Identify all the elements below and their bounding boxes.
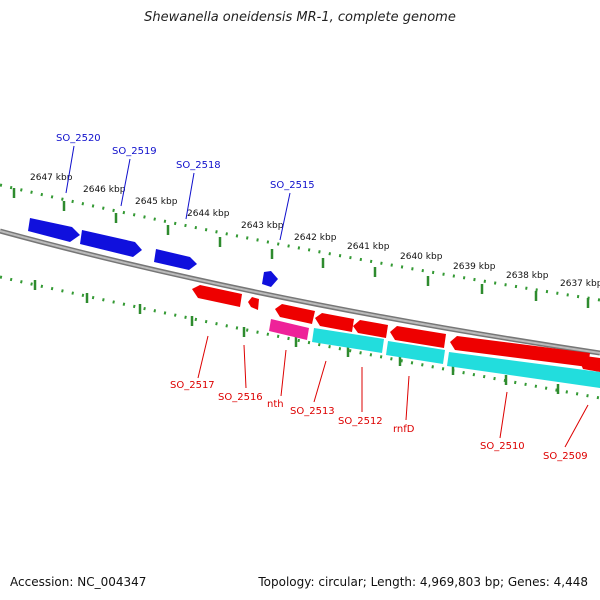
- callout-line: [313, 360, 327, 403]
- callout-line: [197, 335, 209, 379]
- track-segment-3[interactable]: [447, 352, 600, 388]
- gene-rnfd[interactable]: [390, 326, 446, 348]
- gene-label-reverse[interactable]: SO_2516: [218, 392, 263, 403]
- gene-nth-alt[interactable]: [269, 319, 309, 340]
- scale-label: 2644 kbp: [187, 209, 230, 219]
- gene-nth[interactable]: [275, 304, 315, 324]
- callout-line: [120, 158, 131, 207]
- callout-line: [243, 344, 247, 389]
- callout-line: [279, 192, 291, 241]
- forward-gene-callouts: SO_2520 SO_2519 SO_2518 SO_2515: [56, 133, 315, 241]
- map-title: Shewanella oneidensis MR-1, complete gen…: [144, 10, 456, 25]
- scale-label: 2640 kbp: [400, 252, 443, 262]
- track-segment-1[interactable]: [312, 328, 384, 353]
- gene-so2515[interactable]: [262, 271, 278, 287]
- gene-label-reverse[interactable]: nth: [267, 399, 284, 410]
- gene-so2520[interactable]: [28, 218, 80, 242]
- gene-so2518[interactable]: [154, 249, 197, 270]
- gene-label-forward[interactable]: SO_2519: [112, 146, 157, 157]
- gene-so2510[interactable]: [450, 336, 590, 367]
- gene-label-forward[interactable]: SO_2515: [270, 180, 315, 191]
- footer-topology: Topology: circular; Length: 4,969,803 bp…: [258, 575, 588, 589]
- gene-label-reverse[interactable]: SO_2510: [480, 441, 525, 452]
- callout-line: [564, 404, 589, 448]
- forward-genes: [28, 218, 278, 287]
- scale-label: 2637 kbp: [560, 279, 600, 289]
- gene-so2513[interactable]: [315, 313, 354, 332]
- gene-label-forward[interactable]: SO_2518: [176, 160, 221, 171]
- scale-label: 2638 kbp: [506, 271, 549, 281]
- gene-label-reverse[interactable]: rnfD: [393, 424, 415, 435]
- upper-major-ticks: [12, 188, 590, 308]
- footer-accession: Accession: NC_004347: [10, 575, 147, 589]
- gene-so2509[interactable]: [580, 356, 600, 372]
- gene-so2517[interactable]: [192, 285, 242, 307]
- track-segment-2[interactable]: [386, 341, 445, 364]
- gene-so2512[interactable]: [353, 320, 388, 338]
- gene-so2519[interactable]: [80, 230, 142, 257]
- scale-label: 2639 kbp: [453, 262, 496, 272]
- gene-label-reverse[interactable]: SO_2513: [290, 406, 335, 417]
- lower-track-features: [269, 319, 600, 388]
- callout-line: [405, 375, 410, 421]
- callout-line: [499, 391, 508, 439]
- scale-label: 2646 kbp: [83, 185, 126, 195]
- scale-labels: 2647 kbp 2646 kbp 2645 kbp 2644 kbp 2643 kbp…: [30, 173, 600, 289]
- scale-label: 2647 kbp: [30, 173, 73, 183]
- gene-label-forward[interactable]: SO_2520: [56, 133, 101, 144]
- callout-line: [280, 349, 287, 397]
- gene-label-reverse[interactable]: SO_2517: [170, 380, 215, 391]
- scale-label: 2642 kbp: [294, 233, 337, 243]
- gene-label-reverse[interactable]: SO_2509: [543, 451, 588, 462]
- scale-label: 2645 kbp: [135, 197, 178, 207]
- callout-line: [65, 145, 75, 194]
- scale-label: 2641 kbp: [347, 242, 390, 252]
- gene-label-reverse[interactable]: SO_2512: [338, 416, 383, 427]
- gene-so2516[interactable]: [248, 297, 259, 310]
- callout-line: [185, 172, 195, 220]
- scale-label: 2643 kbp: [241, 221, 284, 231]
- reverse-genes: [192, 285, 600, 372]
